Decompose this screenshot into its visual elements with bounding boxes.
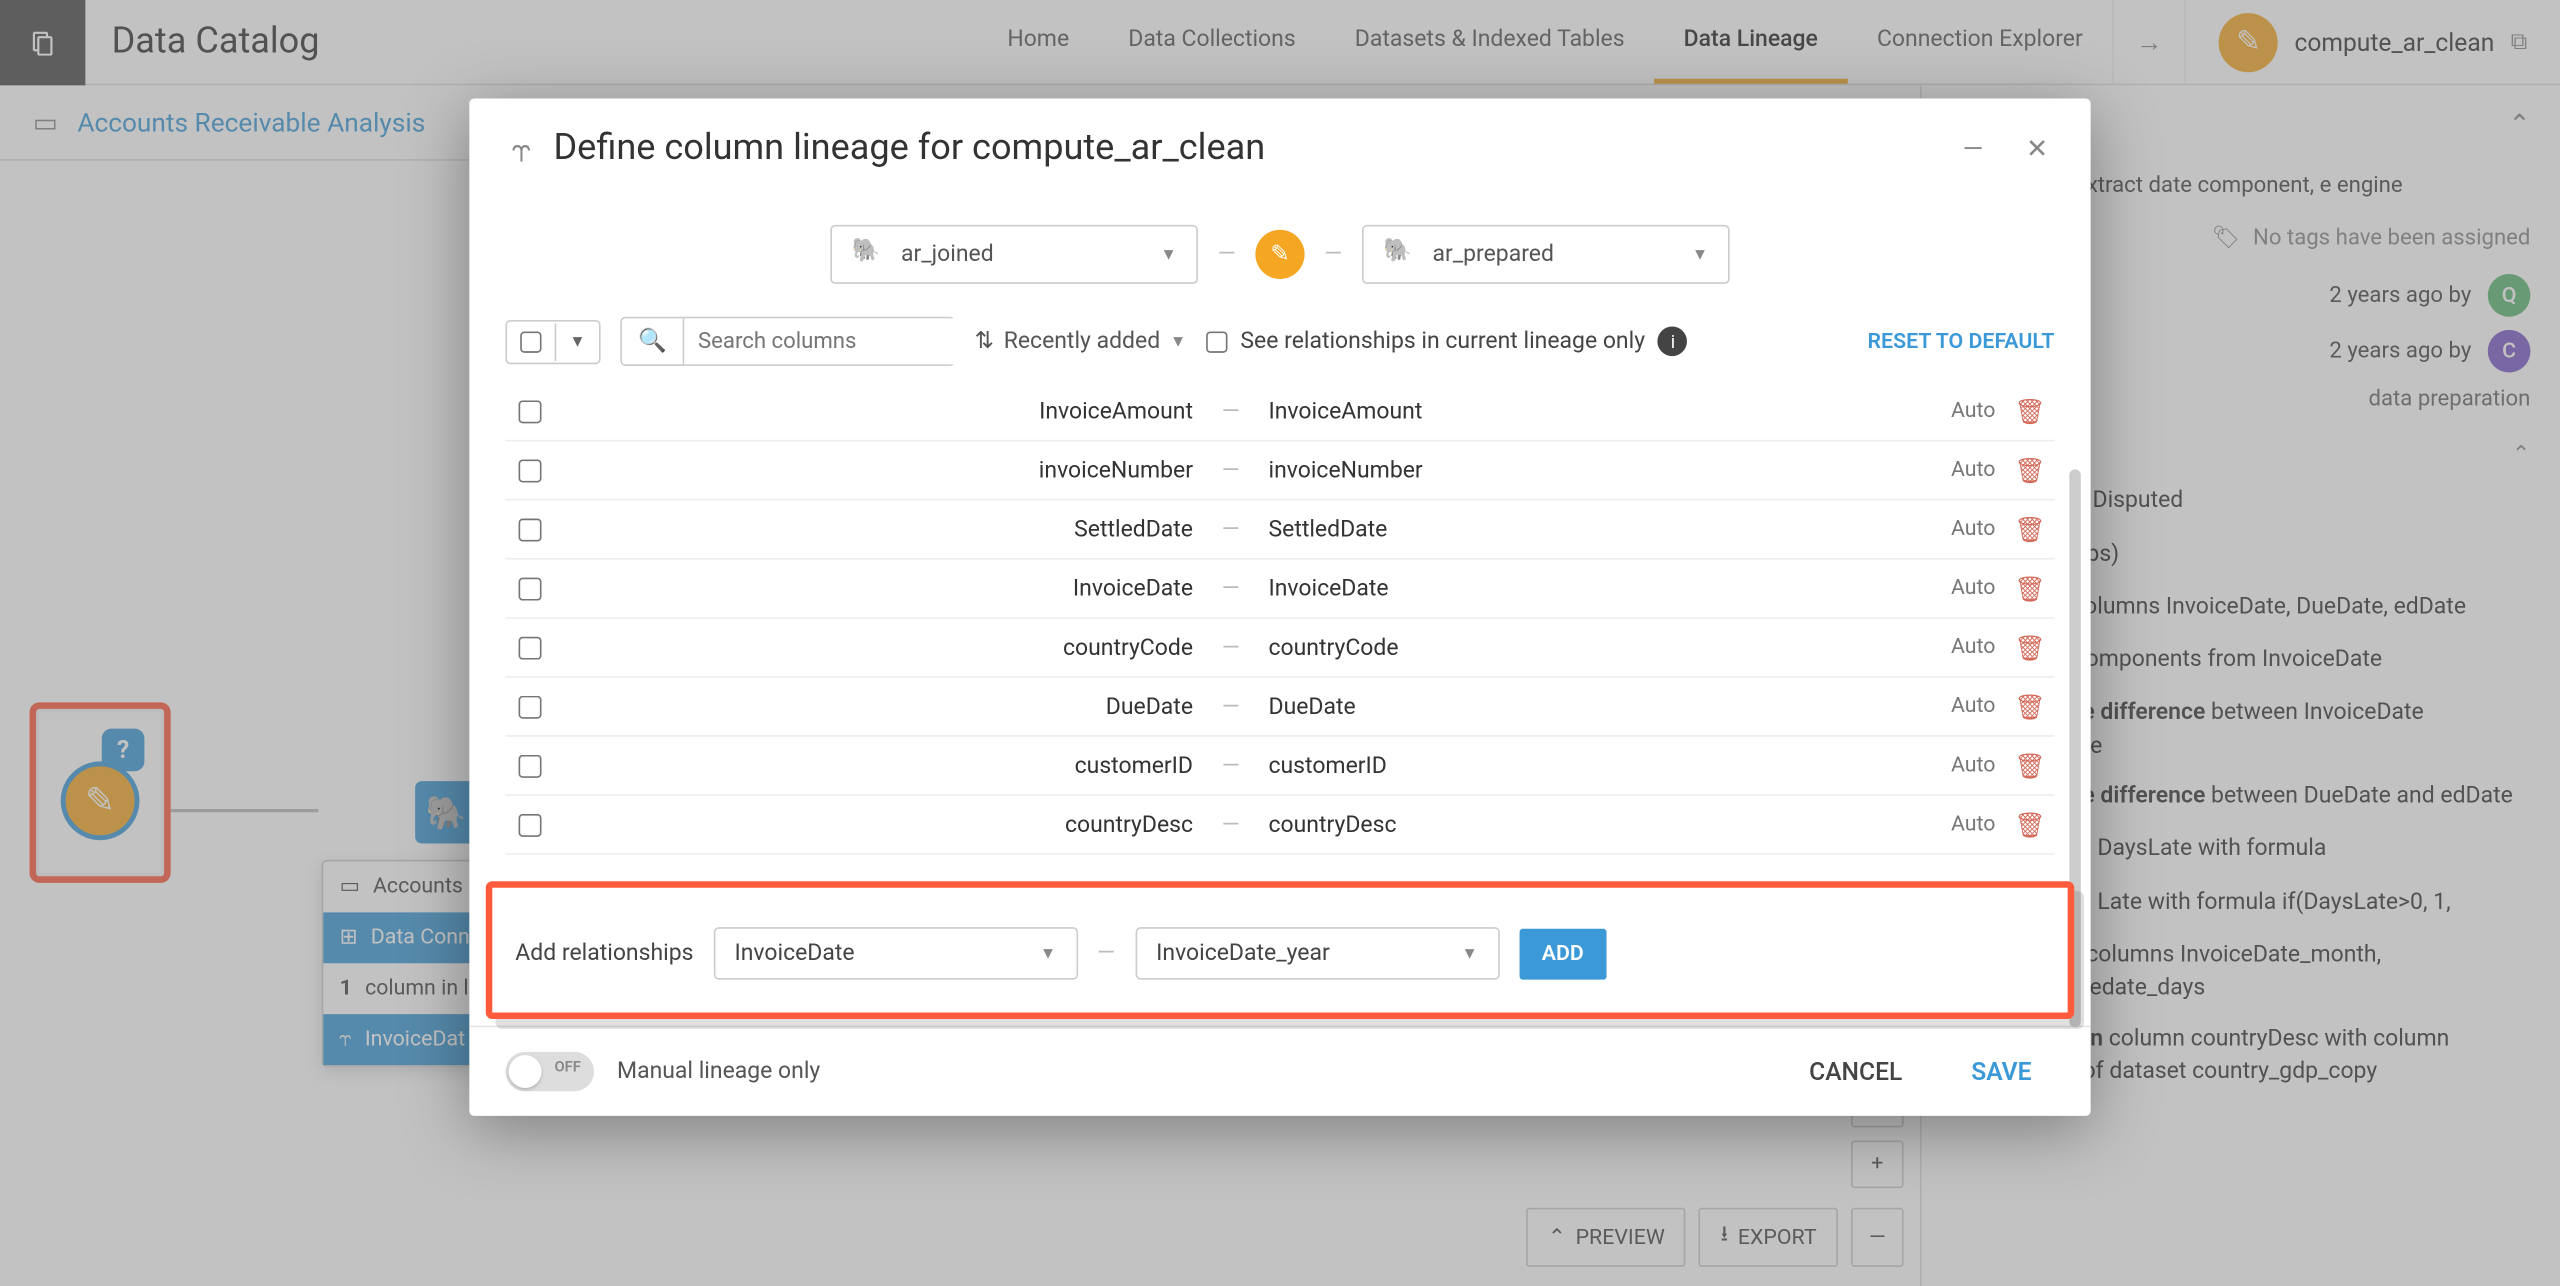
lineage-row: countryDesc—countryDescAuto🗑 <box>505 796 2054 855</box>
row-mode: Auto <box>1907 753 2005 778</box>
lineage-row: InvoiceDate—InvoiceDateAuto🗑 <box>505 560 2054 619</box>
row-left-col: customerID <box>555 752 1206 778</box>
add-rel-right-select[interactable]: InvoiceDate_year ▼ <box>1135 927 1499 980</box>
row-right-col: DueDate <box>1255 693 1906 719</box>
delete-icon[interactable]: 🗑 <box>2005 455 2054 485</box>
manual-lineage-label: Manual lineage only <box>617 1058 820 1084</box>
sort-dropdown[interactable]: ⇅ Recently added ▼ <box>975 328 1187 354</box>
row-mode: Auto <box>1907 635 2005 660</box>
row-right-col: countryDesc <box>1255 811 1906 837</box>
row-left-col: invoiceNumber <box>555 457 1206 483</box>
row-right-col: customerID <box>1255 752 1906 778</box>
row-checkbox[interactable] <box>519 695 542 718</box>
add-relationship-label: Add relationships <box>515 940 693 966</box>
row-left-col: InvoiceDate <box>555 575 1206 601</box>
manual-lineage-toggle[interactable]: OFF <box>505 1052 594 1091</box>
row-mode: Auto <box>1907 576 2005 601</box>
row-left-col: InvoiceAmount <box>555 398 1206 424</box>
row-mode: Auto <box>1907 399 2005 424</box>
right-dataset-select[interactable]: 🐘 ar_prepared ▼ <box>1362 225 1730 284</box>
chevron-down-icon: ▼ <box>1040 944 1056 962</box>
row-checkbox[interactable] <box>519 577 542 600</box>
reset-to-default-link[interactable]: RESET TO DEFAULT <box>1867 329 2054 354</box>
dash: — <box>1097 940 1115 966</box>
row-mode: Auto <box>1907 517 2005 542</box>
delete-icon[interactable]: 🗑 <box>2005 633 2054 663</box>
search-input[interactable] <box>685 318 1002 364</box>
cancel-button[interactable]: CANCEL <box>1786 1047 1925 1096</box>
row-mode: Auto <box>1907 812 2005 837</box>
row-right-col: InvoiceAmount <box>1255 398 1906 424</box>
row-left-col: countryCode <box>555 634 1206 660</box>
row-checkbox[interactable] <box>519 754 542 777</box>
modal-header: ⥾ Define column lineage for compute_ar_c… <box>469 98 2090 198</box>
delete-icon[interactable]: 🗑 <box>2005 396 2054 426</box>
current-lineage-checkbox[interactable] <box>1206 331 1227 352</box>
row-right-col: InvoiceDate <box>1255 575 1906 601</box>
elephant-icon: 🐘 <box>1383 238 1416 271</box>
current-lineage-checkbox-label[interactable]: See relationships in current lineage onl… <box>1206 327 1688 357</box>
dash: — <box>1206 457 1255 483</box>
lineage-row: customerID—customerIDAuto🗑 <box>505 737 2054 796</box>
save-button[interactable]: SAVE <box>1948 1047 2054 1096</box>
close-icon[interactable]: ✕ <box>2026 133 2048 164</box>
row-left-col: SettledDate <box>555 516 1206 542</box>
dash: — <box>1206 575 1255 601</box>
row-checkbox[interactable] <box>519 400 542 423</box>
add-rel-left-select[interactable]: InvoiceDate ▼ <box>713 927 1077 980</box>
dash: — <box>1206 752 1255 778</box>
sort-icon: ⇅ <box>975 328 994 354</box>
row-checkbox[interactable] <box>519 636 542 659</box>
left-dataset-select[interactable]: 🐘 ar_joined ▼ <box>830 225 1198 284</box>
search-icon: 🔍 <box>622 318 685 364</box>
row-right-col: invoiceNumber <box>1255 457 1906 483</box>
add-relationship-area: Add relationships InvoiceDate ▼ — Invoic… <box>505 914 2054 993</box>
delete-icon[interactable]: 🗑 <box>2005 810 2054 840</box>
chevron-down-icon: ▼ <box>1462 944 1478 962</box>
modal-title: Define column lineage for compute_ar_cle… <box>553 128 1920 169</box>
info-icon[interactable]: i <box>1658 327 1688 357</box>
modal-toolbar: ▼ 🔍 ⇅ Recently added ▼ See relationships… <box>469 317 2090 383</box>
lineage-row: invoiceNumber—invoiceNumberAuto🗑 <box>505 441 2054 500</box>
recipe-icon: ✎ <box>1255 230 1304 279</box>
lineage-row: countryCode—countryCodeAuto🗑 <box>505 619 2054 678</box>
minimize-icon[interactable]: — <box>1963 133 1984 164</box>
row-left-col: DueDate <box>555 693 1206 719</box>
row-checkbox[interactable] <box>519 518 542 541</box>
search-wrapper: 🔍 <box>620 317 955 366</box>
dash: — <box>1206 693 1255 719</box>
dash: — <box>1206 811 1255 837</box>
row-left-col: countryDesc <box>555 811 1206 837</box>
dataset-selector-row: 🐘 ar_joined ▼ — ✎ — 🐘 ar_prepared ▼ <box>469 199 2090 317</box>
lineage-row: SettledDate—SettledDateAuto🗑 <box>505 501 2054 560</box>
lineage-row: InvoiceAmount—InvoiceAmountAuto🗑 <box>505 382 2054 441</box>
scrollbar[interactable] <box>2069 469 2080 1027</box>
chevron-down-icon: ▼ <box>1692 245 1708 263</box>
lineage-modal: ⥾ Define column lineage for compute_ar_c… <box>469 98 2090 1115</box>
modal-footer: OFF Manual lineage only CANCEL SAVE <box>469 1026 2090 1116</box>
dash: — <box>1206 398 1255 424</box>
dash: — <box>1206 516 1255 542</box>
row-mode: Auto <box>1907 694 2005 719</box>
add-button[interactable]: ADD <box>1519 928 1607 979</box>
elephant-icon: 🐘 <box>852 238 885 271</box>
chevron-down-icon[interactable]: ▼ <box>555 322 599 360</box>
row-mode: Auto <box>1907 458 2005 483</box>
delete-icon[interactable]: 🗑 <box>2005 574 2054 604</box>
delete-icon[interactable]: 🗑 <box>2005 692 2054 722</box>
row-checkbox[interactable] <box>519 459 542 482</box>
delete-icon[interactable]: 🗑 <box>2005 514 2054 544</box>
row-checkbox[interactable] <box>519 813 542 836</box>
delete-icon[interactable]: 🗑 <box>2005 751 2054 781</box>
lineage-icon: ⥾ <box>512 129 531 168</box>
dash: — <box>1206 634 1255 660</box>
chevron-down-icon: ▼ <box>1160 245 1176 263</box>
chevron-down-icon: ▼ <box>1170 332 1186 350</box>
select-all-split[interactable]: ▼ <box>505 319 600 363</box>
row-right-col: countryCode <box>1255 634 1906 660</box>
lineage-row: DueDate—DueDateAuto🗑 <box>505 678 2054 737</box>
lineage-rows: InvoiceAmount—InvoiceAmountAuto🗑invoiceN… <box>469 382 2090 855</box>
row-right-col: SettledDate <box>1255 516 1906 542</box>
select-all-checkbox[interactable] <box>520 331 541 352</box>
